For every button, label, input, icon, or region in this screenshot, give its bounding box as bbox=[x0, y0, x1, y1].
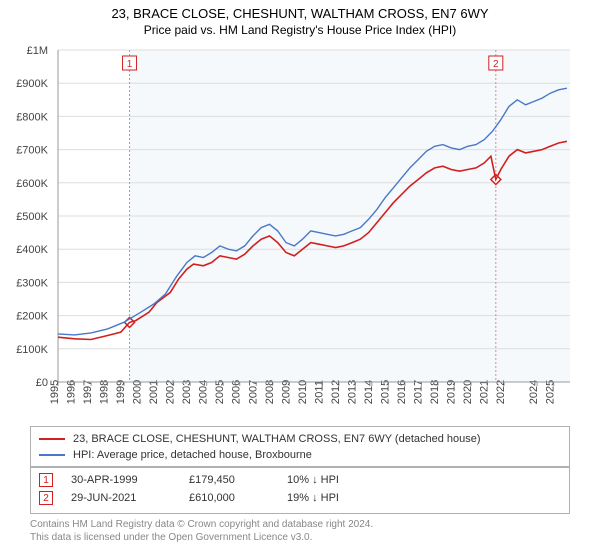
xtick-label: 2002 bbox=[165, 380, 177, 404]
xtick-label: 2021 bbox=[479, 380, 491, 404]
legend-swatch bbox=[39, 454, 65, 456]
xtick-label: 2024 bbox=[528, 380, 540, 404]
sale-marker-id: 1 bbox=[127, 59, 133, 70]
sale-diff: 10% ↓ HPI bbox=[287, 474, 377, 486]
legend-series-box: 23, BRACE CLOSE, CHESHUNT, WALTHAM CROSS… bbox=[30, 426, 570, 468]
xtick-label: 2009 bbox=[280, 380, 292, 404]
xtick-label: 2022 bbox=[495, 380, 507, 404]
legend-sales-box: 1 30-APR-1999 £179,450 10% ↓ HPI 2 29-JUN-202… bbox=[30, 466, 570, 514]
xtick-label: 2017 bbox=[412, 380, 424, 404]
title-block: 23, BRACE CLOSE, CHESHUNT, WALTHAM CROSS… bbox=[0, 0, 600, 37]
sale-price: £610,000 bbox=[189, 492, 269, 504]
sale-badge: 1 bbox=[39, 473, 53, 487]
xtick-label: 2008 bbox=[264, 380, 276, 404]
xtick-label: 1996 bbox=[66, 380, 78, 404]
ytick-label: £700K bbox=[16, 145, 48, 157]
footnote: Contains HM Land Registry data © Crown c… bbox=[30, 518, 570, 544]
xtick-label: 1997 bbox=[82, 380, 94, 404]
xtick-label: 2010 bbox=[297, 380, 309, 404]
xtick-label: 2014 bbox=[363, 380, 375, 404]
xtick-label: 2001 bbox=[148, 380, 160, 404]
sale-price: £179,450 bbox=[189, 474, 269, 486]
footnote-line1: Contains HM Land Registry data © Crown c… bbox=[30, 518, 570, 531]
footnote-line2: This data is licensed under the Open Gov… bbox=[30, 531, 570, 544]
ytick-label: £400K bbox=[16, 244, 48, 256]
xtick-label: 2004 bbox=[198, 380, 210, 404]
xtick-label: 2015 bbox=[379, 380, 391, 404]
ytick-label: £600K bbox=[16, 178, 48, 190]
xtick-label: 2007 bbox=[247, 380, 259, 404]
sale-date: 29-JUN-2021 bbox=[71, 492, 171, 504]
legend-swatch bbox=[39, 438, 65, 440]
xtick-label: 2006 bbox=[231, 380, 243, 404]
xtick-label: 2016 bbox=[396, 380, 408, 404]
sale-row: 1 30-APR-1999 £179,450 10% ↓ HPI bbox=[39, 471, 561, 489]
sale-row: 2 29-JUN-2021 £610,000 19% ↓ HPI bbox=[39, 489, 561, 507]
sale-badge: 2 bbox=[39, 491, 53, 505]
xtick-label: 2003 bbox=[181, 380, 193, 404]
xtick-label: 1995 bbox=[49, 380, 61, 404]
ytick-label: £1M bbox=[27, 45, 48, 57]
ytick-label: £500K bbox=[16, 211, 48, 223]
legend-label: HPI: Average price, detached house, Brox… bbox=[73, 449, 312, 461]
chart-subtitle: Price paid vs. HM Land Registry's House … bbox=[0, 23, 600, 37]
sale-marker-id: 2 bbox=[493, 59, 499, 70]
chart-container: 23, BRACE CLOSE, CHESHUNT, WALTHAM CROSS… bbox=[0, 0, 600, 560]
xtick-label: 2000 bbox=[132, 380, 144, 404]
ytick-label: £0 bbox=[36, 377, 48, 389]
legend-series-row: HPI: Average price, detached house, Brox… bbox=[39, 447, 561, 463]
xtick-label: 2020 bbox=[462, 380, 474, 404]
xtick-label: 2013 bbox=[346, 380, 358, 404]
sale-diff: 19% ↓ HPI bbox=[287, 492, 377, 504]
ytick-label: £100K bbox=[16, 344, 48, 356]
ytick-label: £800K bbox=[16, 111, 48, 123]
chart-svg: £0£100K£200K£300K£400K£500K£600K£700K£80… bbox=[54, 46, 574, 386]
xtick-label: 2011 bbox=[313, 380, 325, 404]
xtick-label: 2025 bbox=[545, 380, 557, 404]
chart-title-address: 23, BRACE CLOSE, CHESHUNT, WALTHAM CROSS… bbox=[0, 6, 600, 21]
xtick-label: 2012 bbox=[330, 380, 342, 404]
legend-series-row: 23, BRACE CLOSE, CHESHUNT, WALTHAM CROSS… bbox=[39, 431, 561, 447]
legend-label: 23, BRACE CLOSE, CHESHUNT, WALTHAM CROSS… bbox=[73, 433, 481, 445]
sale-date: 30-APR-1999 bbox=[71, 474, 171, 486]
xtick-label: 2005 bbox=[214, 380, 226, 404]
chart-plot-area: £0£100K£200K£300K£400K£500K£600K£700K£80… bbox=[54, 46, 574, 386]
xtick-label: 1998 bbox=[99, 380, 111, 404]
xtick-label: 1999 bbox=[115, 380, 127, 404]
ytick-label: £300K bbox=[16, 277, 48, 289]
ytick-label: £200K bbox=[16, 311, 48, 323]
xtick-label: 2018 bbox=[429, 380, 441, 404]
ytick-label: £900K bbox=[16, 78, 48, 90]
xtick-label: 2019 bbox=[446, 380, 458, 404]
